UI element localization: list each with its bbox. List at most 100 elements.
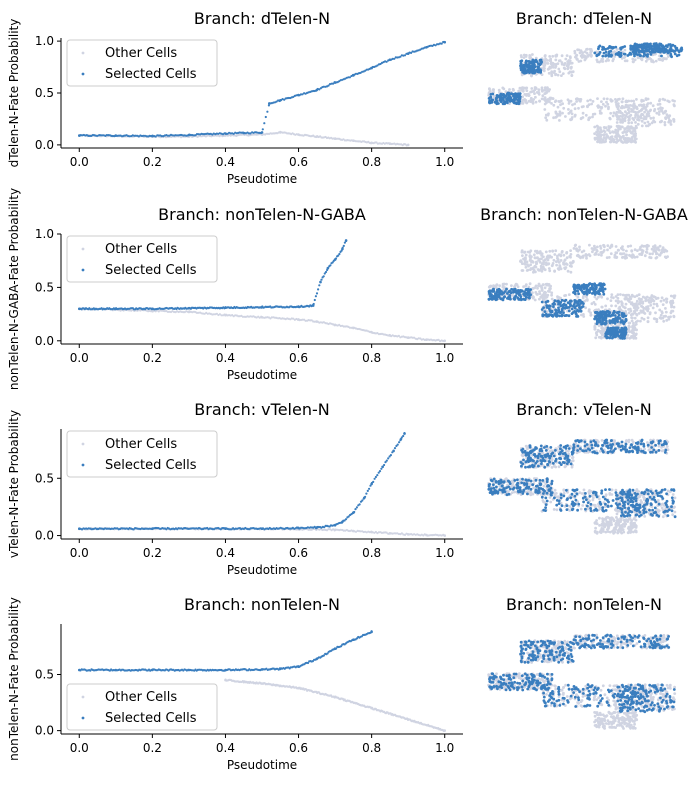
x-axis-label: Pseudotime: [227, 172, 297, 186]
umap-selected-cell: [620, 332, 624, 336]
panel-3: Branch: vTelen-N0.0 0.2 0.4 0.6 0.8 1.00.00.5…: [7, 400, 463, 577]
umap-cell: [635, 98, 638, 101]
umap-cell: [528, 254, 532, 258]
umap-cell: [632, 110, 636, 113]
umap-selected-cell: [540, 300, 544, 304]
umap-cell: [531, 260, 535, 264]
umap-selected-cell: [614, 52, 618, 56]
umap-cell: [640, 244, 644, 248]
umap-cell: [582, 295, 585, 298]
umap-selected-cell: [609, 53, 613, 57]
data-point: [410, 51, 413, 55]
umap-cell: [549, 57, 553, 61]
umap-cell: [530, 90, 534, 93]
legend-marker-other: [81, 51, 85, 55]
umap-cell: [614, 299, 618, 303]
umap-cell: [487, 285, 491, 289]
umap-cell: [526, 263, 529, 266]
data-point: [370, 530, 373, 534]
umap-cell: [495, 284, 498, 287]
umap-selected-cell: [577, 292, 580, 296]
umap-cell: [544, 116, 548, 120]
data-point: [322, 85, 325, 88]
umap-cell: [550, 70, 554, 73]
umap-cell: [604, 126, 608, 130]
umap-selected-cell: [492, 289, 496, 293]
umap-selected-cell: [551, 302, 555, 306]
umap-cell: [634, 140, 637, 144]
umap-cell: [562, 253, 566, 257]
data-point: [134, 134, 137, 137]
umap-cell: [608, 117, 612, 121]
umap-selected-cell: [508, 296, 512, 299]
umap-cell: [617, 111, 621, 114]
umap-cell: [640, 124, 644, 128]
umap-selected-cell: [515, 289, 519, 293]
umap-selected-cell: [593, 51, 597, 55]
umap-cell: [533, 88, 537, 92]
data-point: [341, 520, 344, 524]
umap-cell: [638, 252, 641, 256]
umap-selected-cell: [614, 316, 618, 320]
umap-cell: [576, 295, 580, 299]
data-point: [283, 98, 286, 101]
umap-selected-cell: [637, 49, 641, 52]
umap-cell: [627, 121, 631, 125]
umap-cell: [620, 136, 623, 139]
data-point: [406, 52, 410, 55]
umap-selected-cell: [603, 322, 606, 325]
chart-title: Branch: vTelen-N: [194, 400, 329, 419]
umap-selected-cell: [604, 315, 607, 318]
umap-cell: [593, 303, 597, 306]
umap-cell: [663, 121, 667, 124]
umap-cell: [534, 100, 538, 104]
umap-cell: [538, 99, 542, 103]
data-point: [279, 99, 282, 102]
umap-cell: [501, 86, 505, 90]
umap-cell: [525, 94, 528, 97]
legend-marker-selected: [81, 463, 85, 467]
umap-cell: [622, 56, 626, 59]
umap-selected-cell: [541, 313, 545, 317]
umap-selected-cell: [588, 291, 591, 294]
umap-cell: [578, 248, 581, 252]
umap-selected-cell: [633, 54, 636, 58]
umap-cell: [657, 107, 660, 111]
umap-cell: [589, 98, 592, 102]
umap-selected-cell: [620, 319, 624, 323]
umap-cell: [540, 97, 544, 101]
umap-cell: [598, 132, 601, 136]
umap-cell: [629, 113, 633, 117]
data-point: [114, 134, 118, 137]
umap-cell: [540, 252, 544, 256]
umap-cell: [525, 86, 529, 90]
umap-cell: [535, 262, 538, 266]
umap-cell: [508, 88, 511, 91]
umap-selected-cell: [554, 314, 558, 317]
data-point: [352, 529, 355, 533]
data-point: [344, 239, 348, 242]
umap-cell: [559, 267, 563, 271]
data-point: [332, 82, 335, 85]
data-point: [267, 104, 270, 107]
umap-cell: [655, 111, 659, 115]
umap-cell: [594, 336, 598, 340]
umap-selected-cell: [501, 291, 505, 295]
umap-selected-cell: [567, 309, 571, 313]
data-point: [313, 298, 316, 302]
data-point: [78, 527, 81, 530]
umap-cell: [525, 447, 529, 450]
umap-selected-cell: [597, 47, 600, 51]
umap-cell: [524, 253, 528, 257]
umap-cell: [573, 113, 577, 117]
umap-cell: [657, 57, 661, 61]
umap-cell: [650, 294, 654, 297]
umap-cell: [649, 303, 653, 307]
umap-selected-cell: [525, 293, 529, 296]
umap-selected-cell: [487, 297, 491, 301]
umap-selected-cell: [677, 50, 681, 54]
data-point: [224, 313, 227, 317]
umap-cell: [659, 313, 663, 317]
umap-cell: [541, 267, 544, 271]
y-axis-label: dTelen-N-Fate Probability: [7, 19, 21, 168]
